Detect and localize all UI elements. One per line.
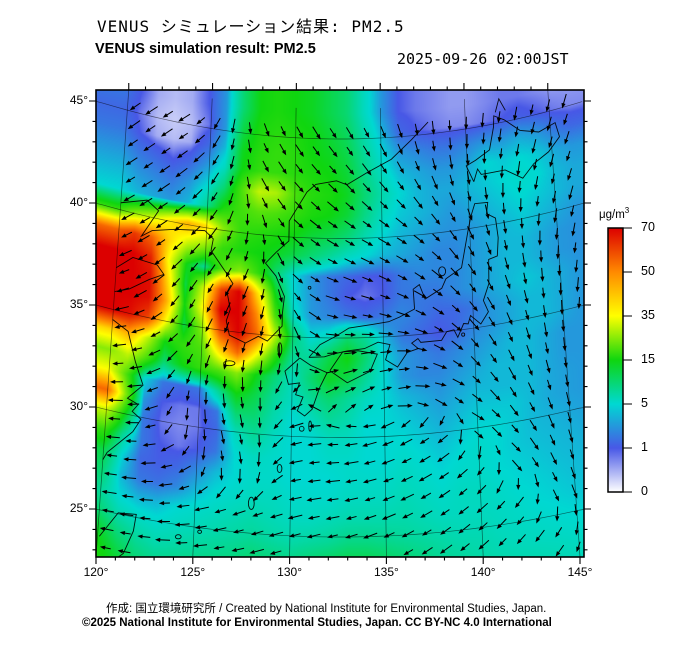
colorbar-tick-1: 1 bbox=[641, 440, 648, 454]
lat-tick-label-35: 35° bbox=[69, 297, 88, 311]
lat-tick-label-40: 40° bbox=[69, 195, 88, 209]
license-line: ©2025 National Institute for Environment… bbox=[82, 617, 552, 629]
lat-tick-label-25: 25° bbox=[69, 501, 88, 515]
lon-tick-label-120: 120° bbox=[83, 565, 109, 579]
credit-line: 作成: 国立環境研究所 / Created by National Instit… bbox=[106, 603, 547, 615]
timestamp: 2025-09-26 02:00JST bbox=[397, 50, 569, 68]
lon-tick-label-125: 125° bbox=[180, 565, 206, 579]
colorbar-tick-50: 50 bbox=[641, 264, 655, 278]
lon-tick-label-140: 140° bbox=[470, 565, 496, 579]
lon-tick-label-135: 135° bbox=[373, 565, 399, 579]
colorbar-tick-5: 5 bbox=[641, 396, 648, 410]
lat-tick-label-30: 30° bbox=[69, 399, 88, 413]
page-subtitle: VENUS simulation result: PM2.5 bbox=[95, 41, 316, 57]
lat-tick-label-45: 45° bbox=[69, 93, 88, 107]
colorbar-tick-15: 15 bbox=[641, 352, 655, 366]
page-title: VENUS シミュレーション結果: PM2.5 bbox=[97, 17, 405, 36]
lon-tick-label-145: 145° bbox=[567, 565, 593, 579]
colorbar-unit-label: μg/m3 bbox=[599, 206, 630, 221]
colorbar-tick-35: 35 bbox=[641, 308, 655, 322]
colorbar-tick-70: 70 bbox=[641, 220, 655, 234]
lon-tick-label-130: 130° bbox=[277, 565, 302, 579]
colorbar-tick-0: 0 bbox=[641, 484, 648, 498]
